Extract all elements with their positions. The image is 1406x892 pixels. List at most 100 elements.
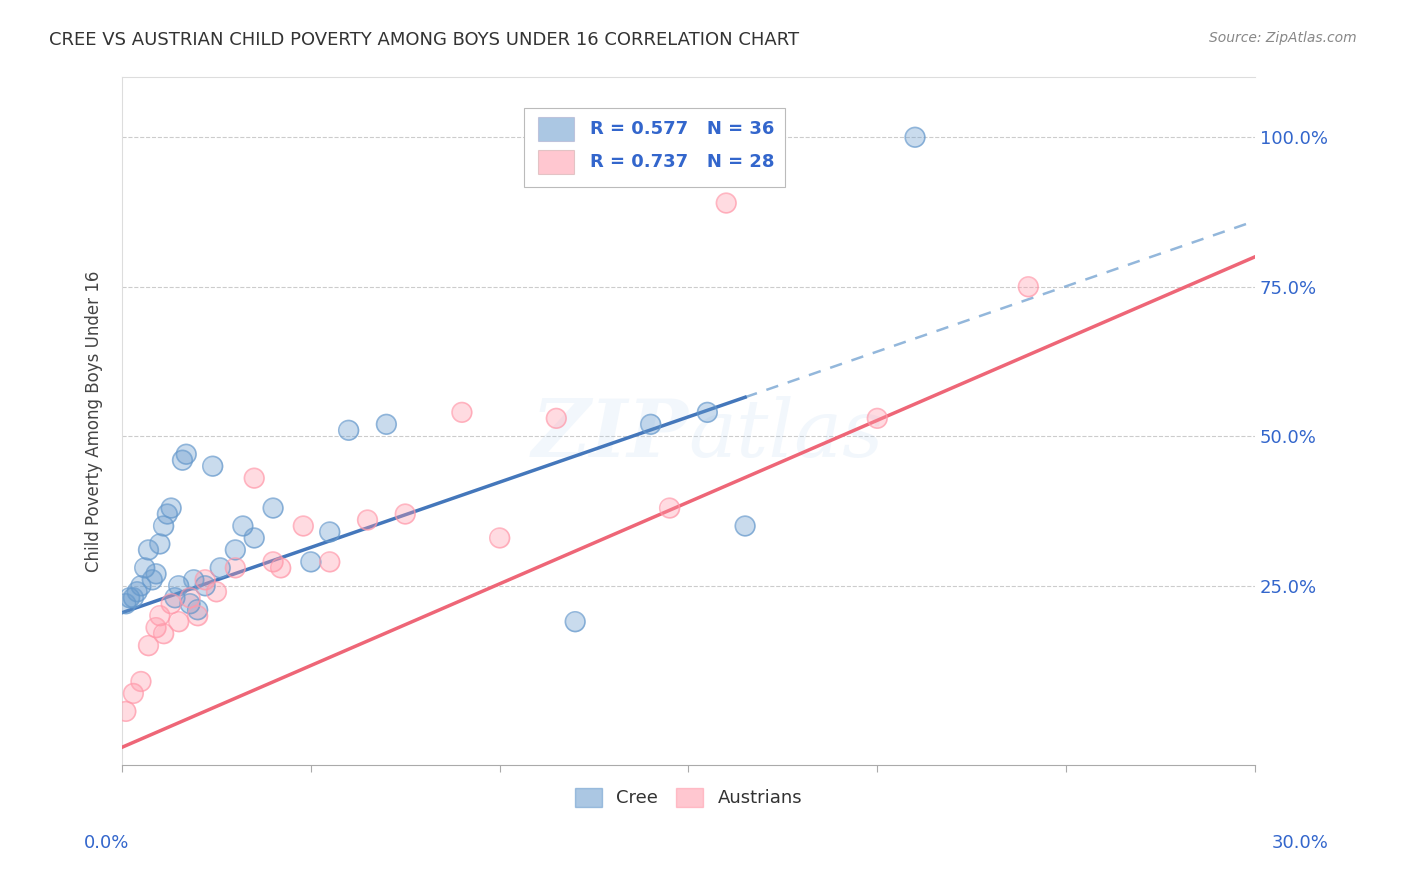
Point (394, 507, 416, 521)
Point (292, 519, 315, 533)
Point (546, 411, 568, 425)
Point (1017, 279, 1039, 293)
Point (319, 555, 342, 569)
Point (224, 542, 246, 557)
Point (337, 423, 360, 437)
Point (129, 674, 152, 689)
Point (904, 130, 927, 145)
Point (243, 531, 266, 545)
Point (319, 524, 342, 539)
Point (194, 573, 217, 587)
Point (209, 561, 232, 575)
Point (160, 597, 183, 611)
Point (156, 507, 179, 521)
Point (152, 626, 174, 640)
Point (187, 603, 209, 617)
Point (174, 447, 197, 461)
Point (152, 519, 174, 533)
Point (658, 501, 681, 516)
Point (224, 561, 246, 575)
Point (232, 519, 254, 533)
Point (118, 591, 141, 605)
Point (187, 608, 209, 623)
Point (1017, 279, 1039, 293)
Point (145, 566, 167, 581)
Point (149, 537, 172, 551)
Point (179, 597, 201, 611)
Point (114, 705, 136, 719)
Point (149, 608, 172, 623)
Text: R = 0.577   N = 36: R = 0.577 N = 36 (591, 120, 775, 138)
Point (122, 591, 145, 605)
Point (337, 423, 360, 437)
Point (145, 621, 167, 635)
Point (262, 555, 284, 569)
Point (270, 561, 292, 575)
Point (716, 196, 738, 211)
Point (141, 573, 163, 587)
Point (716, 196, 738, 211)
Point (134, 561, 156, 575)
Point (224, 542, 246, 557)
Point (299, 555, 322, 569)
Point (292, 519, 315, 533)
Point (658, 501, 681, 516)
Point (319, 524, 342, 539)
Point (232, 519, 254, 533)
Point (904, 130, 927, 145)
Point (167, 615, 190, 629)
Point (122, 686, 145, 700)
Legend: Cree, Austrians: Cree, Austrians (568, 780, 810, 814)
Point (194, 579, 217, 593)
FancyBboxPatch shape (524, 109, 785, 187)
Point (194, 579, 217, 593)
Text: 30.0%: 30.0% (1272, 834, 1329, 852)
FancyBboxPatch shape (537, 150, 574, 175)
Point (270, 561, 292, 575)
Point (127, 584, 149, 599)
Point (118, 591, 141, 605)
Point (187, 608, 209, 623)
Point (243, 471, 266, 485)
Point (172, 453, 194, 467)
Point (209, 561, 232, 575)
Point (127, 584, 149, 599)
Point (145, 621, 167, 635)
Point (163, 591, 186, 605)
Point (138, 639, 160, 653)
Point (138, 542, 160, 557)
Point (696, 405, 718, 419)
Point (262, 501, 284, 516)
Point (201, 459, 224, 474)
Point (194, 573, 217, 587)
Point (866, 411, 889, 425)
Text: ZIP: ZIP (531, 396, 689, 474)
Point (866, 411, 889, 425)
Point (138, 639, 160, 653)
Point (149, 608, 172, 623)
Point (243, 471, 266, 485)
Point (243, 531, 266, 545)
Point (167, 579, 190, 593)
Point (160, 501, 183, 516)
Point (451, 405, 474, 419)
Point (156, 507, 179, 521)
Point (179, 591, 201, 605)
Point (129, 674, 152, 689)
Point (114, 705, 136, 719)
Text: CREE VS AUSTRIAN CHILD POVERTY AMONG BOYS UNDER 16 CORRELATION CHART: CREE VS AUSTRIAN CHILD POVERTY AMONG BOY… (49, 31, 800, 49)
Point (114, 597, 136, 611)
Point (183, 573, 205, 587)
Point (375, 417, 398, 432)
Point (262, 501, 284, 516)
Point (172, 453, 194, 467)
Point (394, 507, 416, 521)
Point (319, 555, 342, 569)
Point (179, 591, 201, 605)
Point (488, 531, 510, 545)
Point (122, 591, 145, 605)
Text: atlas: atlas (689, 396, 884, 474)
Point (163, 591, 186, 605)
Point (375, 417, 398, 432)
Point (187, 603, 209, 617)
